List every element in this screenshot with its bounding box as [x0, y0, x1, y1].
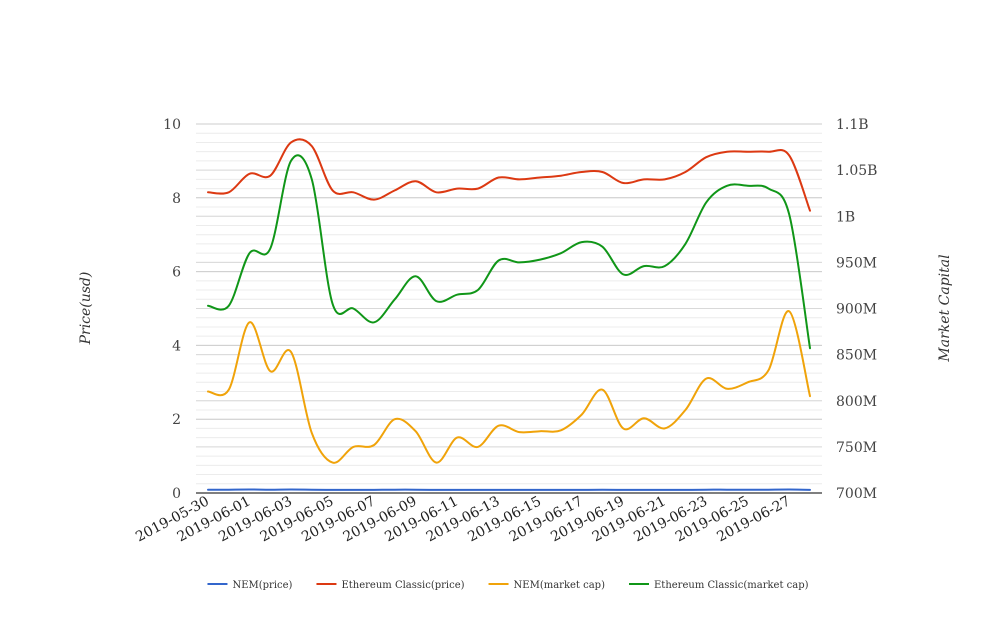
series-line-nem-market-cap	[208, 311, 810, 463]
y-left-axis-title: Price(usd)	[78, 272, 94, 346]
y-right-tick-label: 950M	[836, 255, 877, 271]
legend-item-ethereum-classic-market-cap: Ethereum Classic(market cap)	[629, 580, 809, 591]
y-left-tick-label: 6	[172, 265, 181, 281]
y-left-tick-label: 10	[163, 117, 181, 133]
series-line-ethereum-classic-price	[208, 139, 810, 210]
y-right-tick-label: 800M	[836, 394, 877, 410]
y-right-tick-label: 1.05B	[836, 163, 877, 179]
legend: NEM(price) Ethereum Classic(price) NEM(mar…	[207, 580, 808, 591]
legend-label: Ethereum Classic(market cap)	[654, 580, 809, 591]
series-line-ethereum-classic-market-cap	[208, 155, 810, 348]
legend-item-nem-price: NEM(price)	[207, 580, 292, 591]
y-right-tick-label: 700M	[836, 486, 877, 502]
legend-label: NEM(price)	[232, 580, 292, 591]
y-right-tick-label: 1.1B	[836, 117, 869, 133]
y-right-tick-label: 750M	[836, 440, 877, 456]
y-left-tick-label: 0	[172, 486, 181, 502]
y-right-tick-label: 1B	[836, 209, 855, 225]
legend-label: NEM(market cap)	[514, 580, 606, 591]
legend-label: Ethereum Classic(price)	[341, 580, 464, 591]
y-right-tick-label: 900M	[836, 302, 877, 318]
y-left-tick-label: 2	[172, 412, 181, 428]
legend-item-ethereum-classic-price: Ethereum Classic(price)	[316, 580, 464, 591]
y-right-axis-title: Market Capital	[937, 254, 953, 362]
grid-lines	[196, 124, 822, 493]
y-left-tick-label: 4	[172, 338, 181, 354]
legend-item-nem-market-cap: NEM(market cap)	[489, 580, 606, 591]
y-left-tick-label: 8	[172, 191, 181, 207]
y-right-tick-label: 850M	[836, 348, 877, 364]
